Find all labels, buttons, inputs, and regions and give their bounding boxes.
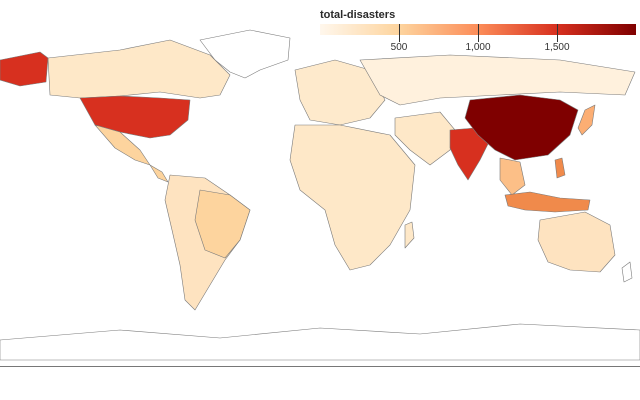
africa xyxy=(289,124,416,271)
legend-tick-label: 500 xyxy=(390,42,408,53)
legend-tick-mark xyxy=(478,24,479,42)
legend-tick-mark xyxy=(399,24,400,42)
legend-title: total-disasters xyxy=(320,9,396,21)
philippines xyxy=(554,157,566,179)
usa xyxy=(79,95,191,139)
alaska xyxy=(0,51,49,87)
southeast-asia xyxy=(499,157,526,196)
greenland xyxy=(199,29,291,79)
legend-tick-label: 1,500 xyxy=(544,42,570,53)
legend-tick-mark xyxy=(557,24,558,42)
china xyxy=(464,94,579,161)
russia xyxy=(359,54,636,106)
central-america xyxy=(149,164,169,183)
europe xyxy=(294,59,386,126)
canada xyxy=(47,39,231,99)
map-baseline xyxy=(0,366,640,367)
japan xyxy=(577,104,596,136)
antarctica xyxy=(0,323,640,361)
legend-tick-label: 1,000 xyxy=(465,42,491,53)
madagascar xyxy=(404,221,415,249)
middle-east xyxy=(394,111,456,166)
new-zealand xyxy=(621,261,633,283)
brazil xyxy=(194,189,251,259)
australia xyxy=(537,211,616,273)
indonesia xyxy=(504,191,591,213)
